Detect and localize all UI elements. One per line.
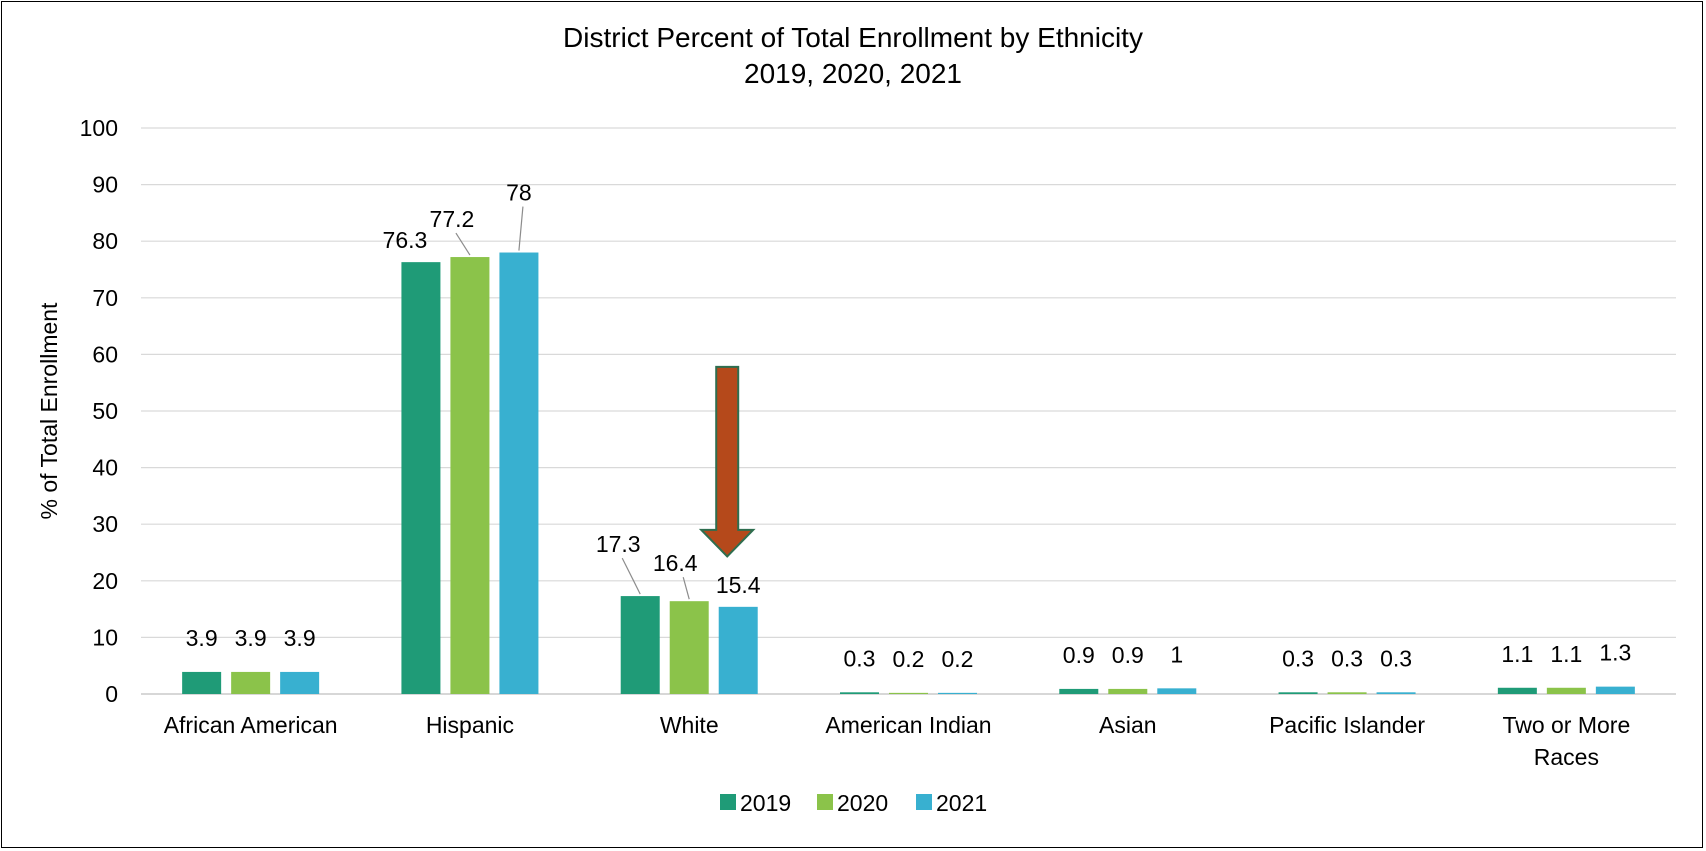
data-label: 3.9 bbox=[235, 625, 267, 651]
bar bbox=[231, 671, 271, 694]
y-tick-label: 10 bbox=[92, 624, 118, 650]
data-label: 78 bbox=[506, 180, 532, 206]
bar bbox=[1278, 692, 1318, 694]
legend-label: 2019 bbox=[740, 790, 791, 816]
y-tick-label: 70 bbox=[92, 285, 118, 311]
y-tick-label: 20 bbox=[92, 568, 118, 594]
x-tick-label: White bbox=[660, 712, 719, 738]
y-axis-label: % of Total Enrollment bbox=[36, 302, 62, 520]
y-tick-label: 100 bbox=[80, 115, 118, 141]
data-label-leader bbox=[455, 232, 471, 256]
y-tick-label: 0 bbox=[105, 681, 118, 707]
legend-swatch bbox=[916, 794, 932, 810]
y-tick-label: 90 bbox=[92, 172, 118, 198]
data-label: 0.3 bbox=[844, 645, 876, 671]
y-tick-label: 60 bbox=[92, 341, 118, 367]
x-tick-label: American Indian bbox=[825, 712, 991, 738]
bar bbox=[718, 606, 758, 694]
data-label: 15.4 bbox=[716, 572, 761, 598]
data-label: 0.2 bbox=[942, 646, 974, 672]
data-label: 1.1 bbox=[1550, 641, 1582, 667]
down-arrow-annotation bbox=[698, 365, 756, 558]
data-label: 0.2 bbox=[893, 646, 925, 672]
x-tick-label: Hispanic bbox=[426, 712, 514, 738]
y-tick-label: 30 bbox=[92, 511, 118, 537]
data-label: 0.3 bbox=[1331, 645, 1363, 671]
bar bbox=[1059, 688, 1099, 694]
data-label: 16.4 bbox=[653, 550, 698, 576]
data-label: 0.3 bbox=[1282, 645, 1314, 671]
data-label-leader bbox=[518, 206, 524, 251]
x-tick-label: Asian bbox=[1099, 712, 1157, 738]
bar bbox=[889, 692, 928, 694]
data-label: 0.9 bbox=[1112, 642, 1144, 668]
legend-label: 2020 bbox=[837, 790, 888, 816]
bar bbox=[840, 692, 879, 694]
data-label: 1 bbox=[1170, 641, 1183, 667]
data-label: 3.9 bbox=[186, 625, 218, 651]
bar bbox=[499, 252, 539, 694]
bar bbox=[1546, 687, 1586, 694]
chart-subtitle: 2019, 2020, 2021 bbox=[744, 58, 962, 89]
chart-title: District Percent of Total Enrollment by … bbox=[563, 22, 1143, 53]
data-label: 0.3 bbox=[1380, 645, 1412, 671]
bar bbox=[1108, 688, 1148, 694]
data-label: 3.9 bbox=[284, 625, 316, 651]
x-tick-label: Two or More bbox=[1502, 712, 1630, 738]
bar bbox=[182, 671, 222, 694]
bar bbox=[1327, 692, 1367, 694]
x-tick-label: Pacific Islander bbox=[1269, 712, 1425, 738]
bar bbox=[620, 596, 660, 694]
data-label: 1.1 bbox=[1501, 641, 1533, 667]
data-label: 17.3 bbox=[596, 531, 641, 557]
bar bbox=[938, 692, 977, 694]
x-tick-label: Races bbox=[1534, 744, 1599, 770]
data-label: 77.2 bbox=[430, 206, 475, 232]
bar bbox=[1497, 687, 1537, 694]
bar bbox=[669, 601, 709, 694]
data-label: 0.9 bbox=[1063, 642, 1095, 668]
bar bbox=[450, 257, 490, 694]
y-tick-label: 40 bbox=[92, 455, 118, 481]
legend-label: 2021 bbox=[936, 790, 987, 816]
bar bbox=[1595, 686, 1635, 694]
bar bbox=[1157, 688, 1197, 694]
data-label: 1.3 bbox=[1599, 640, 1631, 666]
data-label-leader bbox=[621, 557, 641, 595]
data-label-leader bbox=[682, 577, 690, 600]
y-tick-label: 80 bbox=[92, 228, 118, 254]
bar bbox=[401, 262, 441, 694]
y-tick-label: 50 bbox=[92, 398, 118, 424]
bar bbox=[280, 671, 320, 694]
legend-swatch bbox=[720, 794, 736, 810]
legend-swatch bbox=[817, 794, 833, 810]
x-tick-label: African American bbox=[164, 712, 338, 738]
data-label: 76.3 bbox=[383, 227, 428, 253]
bar bbox=[1376, 692, 1416, 694]
